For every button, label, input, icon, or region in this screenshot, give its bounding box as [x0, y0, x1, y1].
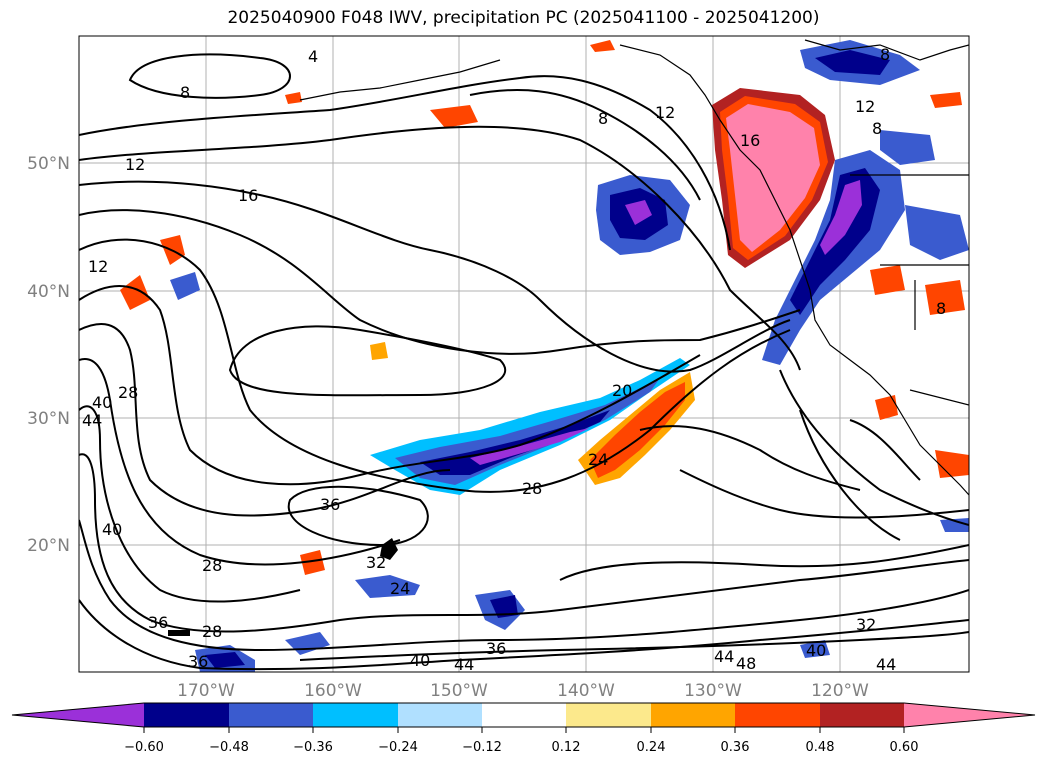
contour-label: 12 — [655, 103, 675, 122]
contour-label: 36 — [486, 639, 506, 658]
contour-label: 8 — [598, 109, 608, 128]
contour-label: 36 — [188, 652, 208, 671]
colorbar-segment — [482, 703, 566, 727]
colorbar-tick: 0.60 — [890, 740, 919, 755]
lon-label: 120°W — [811, 681, 869, 701]
colorbar-extend-high — [904, 703, 1035, 727]
map-title: 2025040900 F048 IWV, precipitation PC (2… — [227, 8, 820, 28]
coastline — [299, 39, 969, 496]
latitude-labels: 50°N 40°N 30°N 20°N — [27, 154, 70, 556]
contour-label: 40 — [806, 641, 826, 660]
contour-label: 40 — [102, 520, 122, 539]
contour-label: 40 — [410, 651, 430, 670]
colorbar-segment — [229, 703, 313, 727]
contour-label: 20 — [612, 381, 632, 400]
contour-label: 12 — [88, 257, 108, 276]
lat-label: 30°N — [27, 409, 70, 429]
longitude-labels: 170°W 160°W 150°W 140°W 130°W 120°W — [177, 681, 869, 701]
colorbar-tick: 0.12 — [552, 740, 581, 755]
colorbar-segment — [820, 703, 904, 727]
colorbar: −0.60 −0.48 −0.36 −0.24 −0.12 0.12 0.24 … — [11, 702, 1036, 755]
contour-label: 36 — [148, 613, 168, 632]
contour-label: 28 — [202, 622, 222, 641]
contour-label: 12 — [855, 97, 875, 116]
colorbar-tick: 0.24 — [637, 740, 666, 755]
iwv-contours — [79, 53, 969, 671]
map-plot-area: 4 8 8 12 12 12 16 16 12 8 28 40 44 36 28… — [79, 36, 969, 674]
lat-label: 20°N — [27, 536, 70, 556]
contour-label-group: 4 8 8 12 12 12 16 16 12 8 28 40 44 36 28… — [82, 45, 946, 674]
contour-label: 40 — [92, 393, 112, 412]
contour-label: 16 — [740, 131, 760, 150]
contour-label: 48 — [736, 654, 756, 673]
colorbar-segment — [398, 703, 482, 727]
colorbar-tick: −0.60 — [124, 740, 164, 755]
lon-label: 170°W — [177, 681, 235, 701]
colorbar-segment — [313, 703, 398, 727]
colorbar-tick: −0.24 — [378, 740, 418, 755]
contour-label: 28 — [202, 556, 222, 575]
contour-label: 12 — [125, 155, 145, 174]
contour-label: 32 — [366, 553, 386, 572]
plot-frame — [78, 35, 970, 673]
contour-label: 44 — [454, 655, 474, 674]
colorbar-tick: 0.48 — [806, 740, 835, 755]
contour-label: 8 — [880, 45, 890, 64]
contour-label: 16 — [238, 186, 258, 205]
contour-label: 44 — [82, 411, 102, 430]
contour-label: 24 — [588, 450, 608, 469]
colorbar-segment — [735, 703, 820, 727]
colorbar-segment — [566, 703, 651, 727]
contour-label: 36 — [320, 495, 340, 514]
lon-label: 160°W — [304, 681, 362, 701]
contour-label: 8 — [872, 119, 882, 138]
colorbar-tick: −0.36 — [293, 740, 333, 755]
contour-label: 8 — [180, 83, 190, 102]
contour-label: 4 — [308, 47, 318, 66]
contour-label: 44 — [714, 647, 734, 666]
lat-label: 50°N — [27, 154, 70, 174]
contour-label: 28 — [522, 479, 542, 498]
colorbar-extend-low — [12, 703, 144, 727]
lon-label: 150°W — [430, 681, 488, 701]
contour-label: 8 — [936, 299, 946, 318]
colorbar-segment — [651, 703, 735, 727]
colorbar-segment — [144, 703, 229, 727]
colorbar-tick: 0.36 — [721, 740, 750, 755]
contour-label: 24 — [390, 579, 410, 598]
precip-fills — [120, 40, 969, 672]
contour-label: 28 — [118, 383, 138, 402]
colorbar-tick: −0.48 — [209, 740, 249, 755]
contour-label: 32 — [856, 615, 876, 634]
contour-label: 44 — [876, 655, 896, 674]
hawaii-islands — [168, 538, 398, 636]
colorbar-tick: −0.12 — [462, 740, 502, 755]
lon-label: 130°W — [684, 681, 742, 701]
lon-label: 140°W — [557, 681, 615, 701]
lat-label: 40°N — [27, 282, 70, 302]
